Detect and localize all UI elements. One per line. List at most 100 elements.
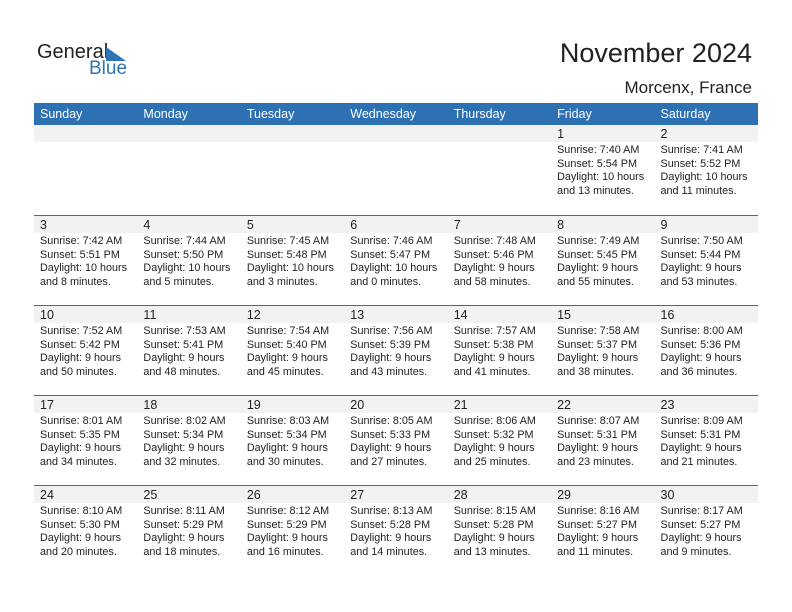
sunrise-text: Sunrise: 8:11 AM: [143, 505, 225, 517]
day-number: 23: [654, 396, 758, 413]
day-info: Sunrise: 8:16 AM Sunset: 5:27 PM Daylight:…: [551, 503, 654, 559]
sunrise-text: Sunrise: 8:16 AM: [557, 505, 640, 517]
day-info: Sunrise: 8:17 AM Sunset: 5:27 PM Daylight:…: [655, 503, 758, 559]
sunset-text: Sunset: 5:47 PM: [350, 248, 431, 261]
week-row: 1 Sunrise: 7:40 AM Sunset: 5:54 PM Daylight…: [34, 125, 758, 215]
day-info: Sunrise: 8:09 AM Sunset: 5:31 PM Daylight:…: [655, 413, 758, 469]
sunset-text: Sunset: 5:37 PM: [557, 338, 637, 351]
daylight1-text: Daylight: 9 hours: [557, 532, 639, 544]
daylight2-text: and 14 minutes.: [350, 545, 428, 558]
sunset-text: Sunset: 5:27 PM: [557, 518, 637, 531]
daylight2-text: and 9 minutes.: [660, 545, 732, 558]
sunrise-text: Sunrise: 7:53 AM: [143, 325, 226, 337]
sunset-text: Sunset: 5:48 PM: [246, 248, 327, 261]
daylight1-text: Daylight: 9 hours: [40, 352, 122, 364]
sunrise-text: Sunrise: 7:41 AM: [660, 144, 743, 156]
sunrise-text: Sunrise: 7:48 AM: [453, 235, 536, 247]
sunset-text: Sunset: 5:41 PM: [143, 338, 224, 351]
sunset-text: Sunset: 5:29 PM: [143, 518, 224, 531]
daylight2-text: and 13 minutes.: [453, 545, 531, 558]
day-info: Sunrise: 7:45 AM Sunset: 5:48 PM Daylight:…: [241, 233, 344, 289]
sunrise-text: Sunrise: 7:46 AM: [350, 235, 433, 247]
day-number: 14: [447, 306, 552, 323]
day-number: 15: [551, 306, 655, 323]
daylight1-text: Daylight: 9 hours: [660, 262, 742, 274]
day-cell: 9 Sunrise: 7:50 AM Sunset: 5:44 PM Daylight…: [654, 216, 758, 305]
day-cell: 25 Sunrise: 8:11 AM Sunset: 5:29 PM Dayligh…: [137, 486, 241, 575]
day-number: 17: [34, 396, 138, 413]
day-cell: 13 Sunrise: 7:56 AM Sunset: 5:39 PM Dayligh…: [344, 306, 448, 395]
sunrise-text: Sunrise: 8:09 AM: [660, 415, 743, 427]
day-cell: 23 Sunrise: 8:09 AM Sunset: 5:31 PM Dayligh…: [654, 396, 758, 485]
day-cell: 10 Sunrise: 7:52 AM Sunset: 5:42 PM Dayligh…: [34, 306, 138, 395]
day-cell: 5 Sunrise: 7:45 AM Sunset: 5:48 PM Daylight…: [240, 216, 345, 305]
day-info: Sunrise: 8:11 AM Sunset: 5:29 PM Daylight:…: [137, 503, 240, 559]
day-number: 3: [34, 216, 138, 233]
daylight1-text: Daylight: 9 hours: [453, 262, 535, 274]
day-info: Sunrise: 8:15 AM Sunset: 5:28 PM Daylight:…: [448, 503, 551, 559]
day-number: 21: [447, 396, 552, 413]
day-number: 8: [551, 216, 655, 233]
day-number: 25: [137, 486, 241, 503]
day-cell: 11 Sunrise: 7:53 AM Sunset: 5:41 PM Dayligh…: [137, 306, 241, 395]
daylight1-text: Daylight: 9 hours: [453, 442, 535, 454]
sunset-text: Sunset: 5:28 PM: [453, 518, 534, 531]
daylight1-text: Daylight: 9 hours: [246, 532, 328, 544]
day-number: 29: [551, 486, 655, 503]
day-number: 6: [344, 216, 448, 233]
daylight2-text: and 45 minutes.: [246, 365, 324, 378]
day-number: 19: [240, 396, 345, 413]
weekday-sunday: Sunday: [40, 107, 83, 121]
sunrise-text: Sunrise: 8:05 AM: [350, 415, 433, 427]
daylight2-text: and 30 minutes.: [246, 455, 324, 468]
calendar-grid: Sunday Monday Tuesday Wednesday Thursday Frid…: [34, 103, 758, 575]
daylight1-text: Daylight: 10 hours: [350, 262, 438, 274]
sunrise-text: Sunrise: 7:44 AM: [143, 235, 226, 247]
daylight1-text: Daylight: 10 hours: [246, 262, 334, 274]
sunrise-text: Sunrise: 8:03 AM: [246, 415, 330, 427]
day-cell: 14 Sunrise: 7:57 AM Sunset: 5:38 PM Dayligh…: [447, 306, 552, 395]
day-cell: 29 Sunrise: 8:16 AM Sunset: 5:27 PM Dayligh…: [551, 486, 655, 575]
daylight2-text: and 36 minutes.: [660, 365, 738, 378]
sunrise-text: Sunrise: 7:49 AM: [557, 235, 640, 247]
empty-cell: [447, 125, 552, 215]
daylight1-text: Daylight: 9 hours: [350, 532, 432, 544]
daylight1-text: Daylight: 9 hours: [453, 532, 535, 544]
sunset-text: Sunset: 5:27 PM: [660, 518, 741, 531]
day-number: 26: [240, 486, 345, 503]
daylight1-text: Daylight: 9 hours: [143, 352, 225, 364]
sunset-text: Sunset: 5:46 PM: [453, 248, 534, 261]
daylight2-text: and 55 minutes.: [557, 275, 634, 288]
day-cell: 22 Sunrise: 8:07 AM Sunset: 5:31 PM Dayligh…: [551, 396, 655, 485]
daylight1-text: Daylight: 10 hours: [143, 262, 231, 274]
daylight2-text: and 58 minutes.: [453, 275, 531, 288]
empty-cell: [344, 125, 448, 215]
sunset-text: Sunset: 5:52 PM: [660, 157, 741, 170]
day-cell: 7 Sunrise: 7:48 AM Sunset: 5:46 PM Daylight…: [447, 216, 552, 305]
logo-text-general: General: [37, 41, 109, 63]
daylight2-text: and 25 minutes.: [453, 455, 531, 468]
day-number: [344, 125, 448, 142]
day-cell: 15 Sunrise: 7:58 AM Sunset: 5:37 PM Dayligh…: [551, 306, 655, 395]
day-number: [137, 125, 241, 142]
sunset-text: Sunset: 5:45 PM: [557, 248, 637, 261]
day-info: Sunrise: 7:54 AM Sunset: 5:40 PM Daylight:…: [241, 323, 344, 379]
daylight1-text: Daylight: 10 hours: [660, 171, 748, 183]
daylight1-text: Daylight: 10 hours: [40, 262, 128, 274]
day-info: Sunrise: 8:02 AM Sunset: 5:34 PM Daylight:…: [137, 413, 240, 469]
daylight2-text: and 41 minutes.: [453, 365, 531, 378]
daylight2-text: and 53 minutes.: [660, 275, 738, 288]
daylight2-text: and 5 minutes.: [143, 275, 215, 288]
sunrise-text: Sunrise: 8:06 AM: [453, 415, 536, 427]
day-info: Sunrise: 7:48 AM Sunset: 5:46 PM Daylight:…: [448, 233, 551, 289]
day-cell: 17 Sunrise: 8:01 AM Sunset: 5:35 PM Dayligh…: [34, 396, 138, 485]
day-number: 10: [34, 306, 138, 323]
day-cell: 19 Sunrise: 8:03 AM Sunset: 5:34 PM Dayligh…: [240, 396, 345, 485]
daylight1-text: Daylight: 9 hours: [453, 352, 535, 364]
sunrise-text: Sunrise: 8:01 AM: [40, 415, 123, 427]
sunset-text: Sunset: 5:30 PM: [40, 518, 120, 531]
daylight1-text: Daylight: 9 hours: [246, 352, 328, 364]
sunrise-text: Sunrise: 7:42 AM: [40, 235, 123, 247]
daylight1-text: Daylight: 9 hours: [143, 532, 225, 544]
